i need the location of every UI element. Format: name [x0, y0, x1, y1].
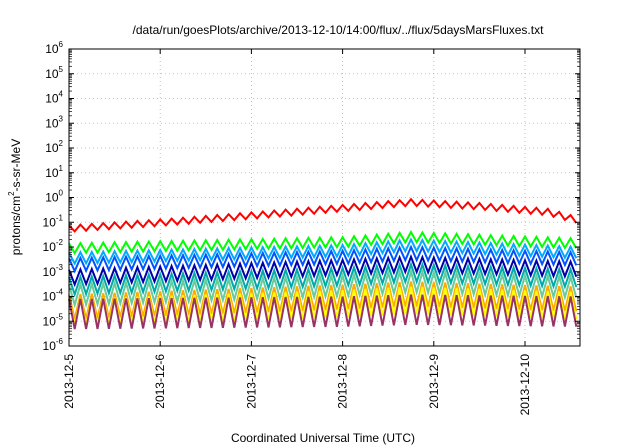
y-tick-base: 10 [45, 92, 59, 106]
y-tick-base: 10 [45, 116, 59, 130]
x-tick-label: 2013-12-5 [62, 354, 76, 409]
series-line-6 [68, 268, 578, 309]
y-tick-label: 104 [45, 90, 63, 106]
y-tick-label: 10-3 [43, 263, 64, 279]
y-tick-exponent: 1 [59, 164, 64, 173]
x-tick-label: 2013-12-10 [518, 354, 532, 416]
y-tick-exponent: 2 [59, 139, 64, 148]
y-tick-exponent: -6 [56, 337, 64, 346]
y-axis-label: protons/cm2-s-sr-MeV [7, 139, 23, 255]
y-tick-label: 105 [45, 65, 63, 81]
y-axis-label-sup: 2 [7, 191, 16, 196]
y-tick-base: 10 [45, 42, 59, 56]
y-axis-label-prefix: protons/cm [9, 196, 23, 255]
y-tick-exponent: 5 [59, 65, 64, 74]
y-tick-exponent: 0 [59, 189, 64, 198]
y-tick-label: 10-6 [43, 337, 64, 353]
y-tick-exponent: 3 [59, 114, 64, 123]
y-tick-exponent: -1 [56, 213, 64, 222]
series-line-2 [68, 237, 578, 266]
y-tick-base: 10 [43, 314, 57, 328]
y-tick-exponent: -4 [56, 288, 64, 297]
y-tick-label: 100 [45, 189, 63, 205]
y-axis-label-suffix: -s-sr-MeV [9, 139, 23, 192]
y-tick-label: 102 [45, 139, 63, 155]
x-axis-label: Coordinated Universal Time (UTC) [231, 431, 415, 445]
y-tick-base: 10 [43, 215, 57, 229]
series-layer [68, 197, 578, 330]
chart-title: /data/run/goesPlots/archive/2013-12-10/1… [133, 23, 545, 37]
y-tick-label: 10-5 [43, 312, 64, 328]
y-tick-base: 10 [45, 141, 59, 155]
y-tick-exponent: -5 [56, 312, 64, 321]
series-line-0 [68, 197, 578, 233]
x-tick-label: 2013-12-9 [427, 354, 441, 409]
y-tick-exponent: -2 [56, 238, 64, 247]
x-tick-label: 2013-12-8 [336, 354, 350, 409]
y-tick-label: 103 [45, 114, 63, 130]
y-tick-base: 10 [43, 290, 57, 304]
y-ticks: 10-610-510-410-310-210-11001011021031041… [43, 40, 580, 353]
series-line-3 [68, 244, 578, 274]
y-tick-label: 101 [45, 164, 63, 180]
x-tick-label: 2013-12-6 [153, 354, 167, 409]
y-tick-label: 106 [45, 40, 63, 56]
y-tick-exponent: 4 [59, 90, 64, 99]
y-tick-base: 10 [45, 166, 59, 180]
series-line-9 [68, 294, 578, 330]
y-tick-base: 10 [43, 240, 57, 254]
grid [69, 49, 580, 346]
series-line-5 [68, 261, 578, 298]
series-line-7 [68, 281, 578, 320]
y-tick-exponent: -3 [56, 263, 64, 272]
y-tick-label: 10-2 [43, 238, 64, 254]
y-tick-label: 10-4 [43, 288, 64, 304]
series-line-4 [68, 253, 578, 288]
y-tick-base: 10 [43, 339, 57, 353]
y-tick-label: 10-1 [43, 213, 64, 229]
y-tick-base: 10 [43, 265, 57, 279]
x-ticks: 2013-12-5 2013-12-6 2013-12-7 2013-12-8 2013… [62, 49, 532, 415]
y-tick-exponent: 6 [59, 40, 64, 49]
y-tick-base: 10 [45, 67, 59, 81]
x-tick-label: 2013-12-7 [244, 354, 258, 409]
series-line-1 [68, 230, 578, 256]
y-tick-base: 10 [45, 191, 59, 205]
